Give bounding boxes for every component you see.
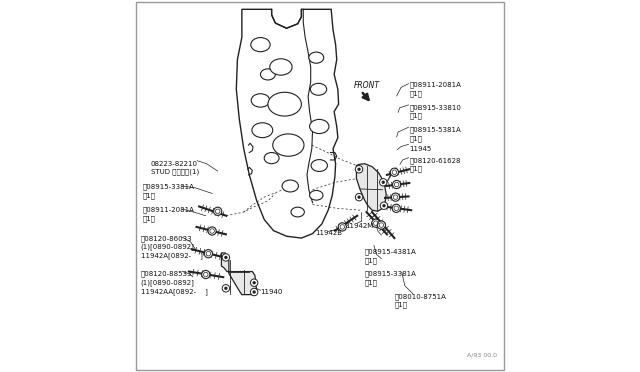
- Circle shape: [250, 288, 258, 296]
- Circle shape: [381, 181, 385, 184]
- Ellipse shape: [282, 180, 298, 192]
- Circle shape: [372, 219, 380, 227]
- Circle shape: [222, 285, 230, 292]
- Text: FRONT: FRONT: [353, 81, 380, 90]
- Text: Ⓑ08120-88533
(1)[0890-0892]
11942AA[0892-    ]: Ⓑ08120-88533 (1)[0890-0892] 11942AA[0892…: [141, 271, 207, 295]
- Circle shape: [357, 167, 361, 171]
- Polygon shape: [221, 253, 257, 295]
- Text: Ⓦ08915-5381A
（1）: Ⓦ08915-5381A （1）: [410, 126, 461, 142]
- Polygon shape: [236, 9, 339, 238]
- Text: Ⓝ08911-2081A
（1）: Ⓝ08911-2081A （1）: [410, 82, 461, 97]
- Circle shape: [253, 281, 256, 285]
- Text: 08223-82210
STUD スタッド(1): 08223-82210 STUD スタッド(1): [151, 161, 199, 175]
- Circle shape: [253, 290, 256, 294]
- Circle shape: [202, 270, 210, 279]
- Ellipse shape: [251, 38, 270, 52]
- Circle shape: [338, 223, 346, 231]
- Ellipse shape: [251, 94, 270, 107]
- Ellipse shape: [268, 92, 301, 116]
- Text: Ⓦ08915-4381A
（1）: Ⓦ08915-4381A （1）: [365, 248, 417, 264]
- Text: 11942B: 11942B: [316, 230, 342, 235]
- Circle shape: [355, 166, 363, 173]
- Ellipse shape: [291, 207, 305, 217]
- Circle shape: [380, 179, 387, 186]
- Text: Ⓑ08120-86033
(1)[0890-0892]
11942A[0892-    ]: Ⓑ08120-86033 (1)[0890-0892] 11942A[0892-…: [141, 235, 203, 259]
- Ellipse shape: [310, 83, 326, 95]
- Text: 11940: 11940: [260, 289, 283, 295]
- Circle shape: [208, 227, 216, 235]
- Circle shape: [378, 221, 385, 229]
- Circle shape: [214, 207, 222, 215]
- Circle shape: [382, 204, 386, 208]
- Ellipse shape: [264, 153, 279, 164]
- Ellipse shape: [252, 123, 273, 138]
- Text: 11945: 11945: [410, 146, 431, 152]
- Text: 11942M: 11942M: [346, 223, 374, 229]
- Circle shape: [204, 250, 212, 258]
- Ellipse shape: [309, 52, 324, 63]
- Text: Ⓑ08120-61628
（1）: Ⓑ08120-61628 （1）: [410, 157, 461, 172]
- Circle shape: [224, 286, 228, 290]
- Text: Ⓦ08915-3381A
（1）: Ⓦ08915-3381A （1）: [142, 184, 194, 199]
- Text: Ⓦ08915-3381A
〈1〉: Ⓦ08915-3381A 〈1〉: [365, 271, 417, 286]
- Circle shape: [392, 204, 401, 212]
- Circle shape: [355, 193, 363, 201]
- Ellipse shape: [310, 190, 323, 200]
- Ellipse shape: [310, 119, 329, 134]
- Circle shape: [222, 254, 230, 261]
- Circle shape: [390, 168, 399, 176]
- Circle shape: [392, 193, 399, 201]
- Ellipse shape: [270, 59, 292, 75]
- Text: Ⓑ08010-8751A
（1）: Ⓑ08010-8751A （1）: [394, 293, 446, 308]
- Circle shape: [250, 279, 258, 286]
- Circle shape: [380, 202, 388, 209]
- Ellipse shape: [260, 69, 275, 80]
- Ellipse shape: [311, 160, 328, 171]
- Circle shape: [392, 180, 401, 189]
- Ellipse shape: [273, 134, 304, 156]
- Circle shape: [357, 196, 361, 199]
- Polygon shape: [356, 164, 386, 211]
- Text: Ⓥ0B915-33810
（1）: Ⓥ0B915-33810 （1）: [410, 104, 461, 119]
- Circle shape: [224, 256, 228, 259]
- Text: A/93 00.0: A/93 00.0: [467, 353, 497, 358]
- Text: Ⓝ08911-2081A
〈1〉: Ⓝ08911-2081A 〈1〉: [142, 207, 194, 222]
